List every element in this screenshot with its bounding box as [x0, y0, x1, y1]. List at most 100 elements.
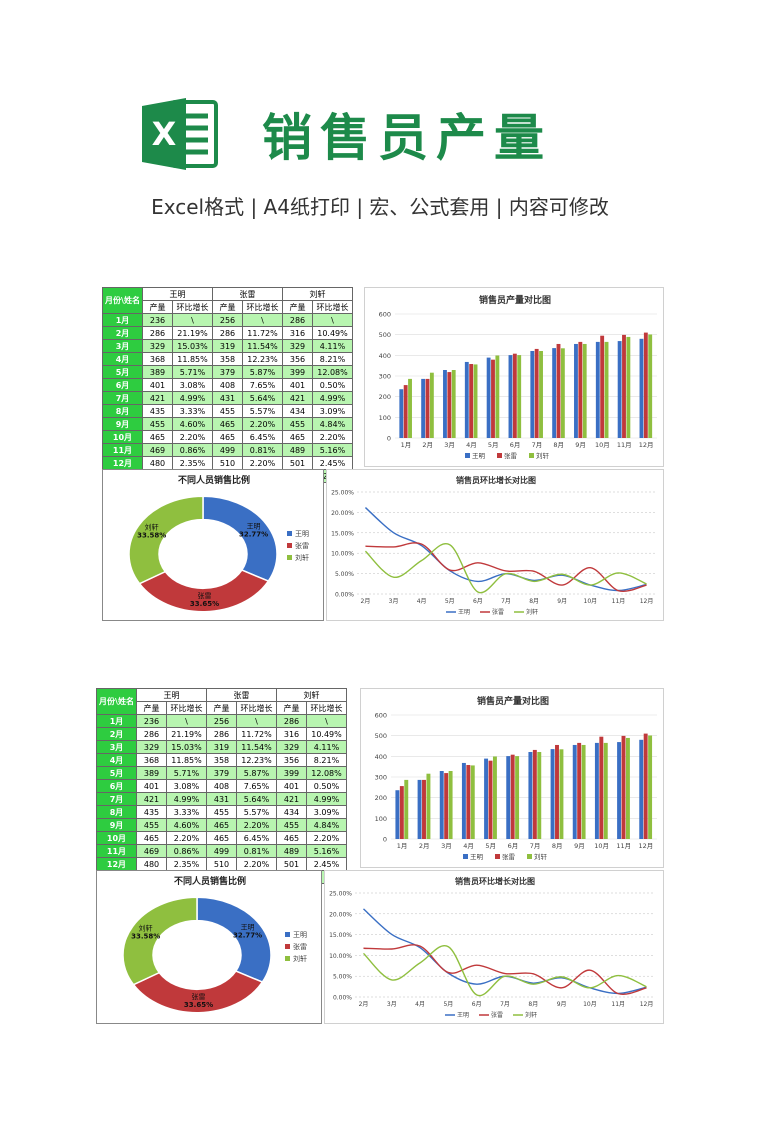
legend-swatch — [287, 531, 292, 536]
pie-slice-刘轩 — [128, 495, 204, 585]
month-cell: 12月 — [96, 857, 137, 871]
pie-label: 刘轩 — [139, 923, 153, 932]
month-cell: 2月 — [96, 727, 137, 741]
value-cell: 435 — [142, 404, 173, 418]
value-cell: 480 — [142, 456, 173, 470]
value-cell: 5.57% — [242, 404, 283, 418]
table-row: 12月 480 2.35% 510 2.20% 501 2.45% — [102, 456, 353, 470]
value-cell: 15.03% — [172, 339, 213, 353]
bar-张雷 — [599, 736, 604, 839]
bar-chart: 销售员产量对比图 0 100 200 300 400 500 600 1月 2月 3月 4月 5月 6月 7… — [375, 695, 657, 861]
bar-张雷 — [577, 742, 582, 839]
value-cell: 2.20% — [236, 818, 277, 832]
x-tick-label: 6月 — [472, 1001, 482, 1008]
line-张雷 — [365, 542, 647, 593]
value-cell: 465 — [282, 430, 313, 444]
value-cell: 286 — [276, 714, 307, 728]
value-cell: 510 — [206, 857, 237, 871]
bar-刘轩 — [448, 771, 453, 839]
y-tick-label: 100 — [379, 414, 391, 422]
y-tick-label: 200 — [375, 794, 387, 802]
value-cell: 8.21% — [312, 352, 353, 366]
x-tick-label: 6月 — [510, 441, 521, 449]
y-tick-label: 500 — [375, 732, 387, 740]
page-subtitle: Excel格式 | A4纸打印 | 宏、公式套用 | 内容可修改 — [151, 195, 609, 219]
line-chart-panel: 销售员环比增长对比图 0.00% 5.00% 10.00% 15.00% 20.00% 25… — [326, 469, 664, 621]
legend-label: 王明 — [472, 452, 486, 460]
value-cell: 4.99% — [172, 391, 213, 405]
person-header: 张雷 — [206, 688, 277, 702]
x-tick-label: 4月 — [415, 1001, 425, 1008]
bar-刘轩 — [470, 765, 475, 839]
value-cell: 3.33% — [166, 805, 207, 819]
bar-张雷 — [555, 744, 559, 839]
table-row: 3月 329 15.03% 319 11.54% 329 4.11% — [102, 339, 353, 353]
bar-张雷 — [512, 353, 517, 438]
value-cell: 480 — [136, 857, 167, 871]
bar-刘轩 — [426, 773, 431, 839]
x-tick-label: 2月 — [361, 598, 371, 605]
chart-title: 销售员产量对比图 — [479, 294, 551, 306]
value-cell: 434 — [282, 404, 313, 418]
bar-张雷 — [643, 733, 648, 839]
month-cell: 4月 — [102, 352, 143, 366]
value-cell: 5.64% — [236, 792, 277, 806]
x-tick-label: 4月 — [463, 842, 474, 850]
x-tick-label: 3月 — [444, 441, 455, 449]
value-cell: 256 — [212, 313, 243, 327]
month-cell: 8月 — [102, 404, 143, 418]
value-cell: 455 — [136, 818, 167, 832]
bar-王明 — [594, 742, 599, 839]
pie-slice-张雷 — [138, 569, 270, 613]
value-cell: 4.60% — [172, 417, 213, 431]
bar-张雷 — [643, 332, 648, 438]
value-cell: 3.09% — [312, 404, 353, 418]
month-cell: 2月 — [102, 326, 143, 340]
month-cell: 11月 — [102, 443, 143, 457]
table-row: 9月 455 4.60% 465 2.20% 455 4.84% — [102, 417, 353, 431]
table-row: 3月 329 15.03% 319 11.54% 329 4.11% — [96, 740, 347, 754]
person-header: 王明 — [136, 688, 207, 702]
x-tick-label: 2月 — [422, 441, 433, 449]
value-cell: 6.45% — [242, 430, 283, 444]
bar-刘轩 — [648, 735, 653, 839]
value-cell: 4.84% — [306, 818, 347, 832]
value-cell: 0.86% — [172, 443, 213, 457]
value-cell: \ — [172, 313, 213, 327]
bar-王明 — [552, 348, 557, 438]
y-tick-label: 5.00% — [335, 571, 354, 578]
y-tick-label: 15.00% — [329, 932, 352, 939]
month-cell: 1月 — [96, 714, 137, 728]
table-row: 5月 389 5.71% 379 5.87% 399 12.08% — [102, 365, 353, 379]
pie-value-label: 33.65% — [190, 600, 219, 608]
bar-张雷 — [422, 779, 426, 839]
value-cell: 408 — [206, 779, 237, 793]
legend-label: 王明 — [457, 1012, 469, 1019]
corner-header: 月份\姓名 — [102, 287, 143, 314]
y-tick-label: 300 — [375, 774, 387, 782]
bar-刘轩 — [429, 372, 434, 438]
chart-title: 销售员环比增长对比图 — [456, 475, 536, 485]
value-cell: 2.20% — [306, 831, 347, 845]
value-cell: 455 — [206, 805, 237, 819]
value-cell: 465 — [212, 417, 243, 431]
month-cell: 9月 — [96, 818, 137, 832]
pie-label: 王明 — [247, 522, 261, 530]
bar-王明 — [530, 350, 535, 438]
value-cell: 319 — [212, 339, 243, 353]
x-tick-label: 11月 — [612, 598, 626, 605]
bar-chart-panel: 销售员产量对比图 0 100 200 300 400 500 600 1月 2月 3月 4月 5月 6月 7… — [360, 688, 664, 868]
month-cell: 12月 — [102, 456, 143, 470]
table-row: 6月 401 3.08% 408 7.65% 401 0.50% — [96, 779, 347, 793]
value-cell: 12.23% — [236, 753, 277, 767]
value-cell: 368 — [136, 753, 167, 767]
x-tick-label: 10月 — [583, 1001, 597, 1008]
value-cell: 286 — [212, 326, 243, 340]
value-cell: 501 — [276, 857, 307, 871]
value-cell: 5.57% — [236, 805, 277, 819]
value-cell: 319 — [206, 740, 237, 754]
person-header: 刘轩 — [276, 688, 347, 702]
legend-swatch — [285, 944, 290, 949]
bar-王明 — [484, 758, 489, 839]
x-tick-label: 11月 — [616, 842, 631, 850]
